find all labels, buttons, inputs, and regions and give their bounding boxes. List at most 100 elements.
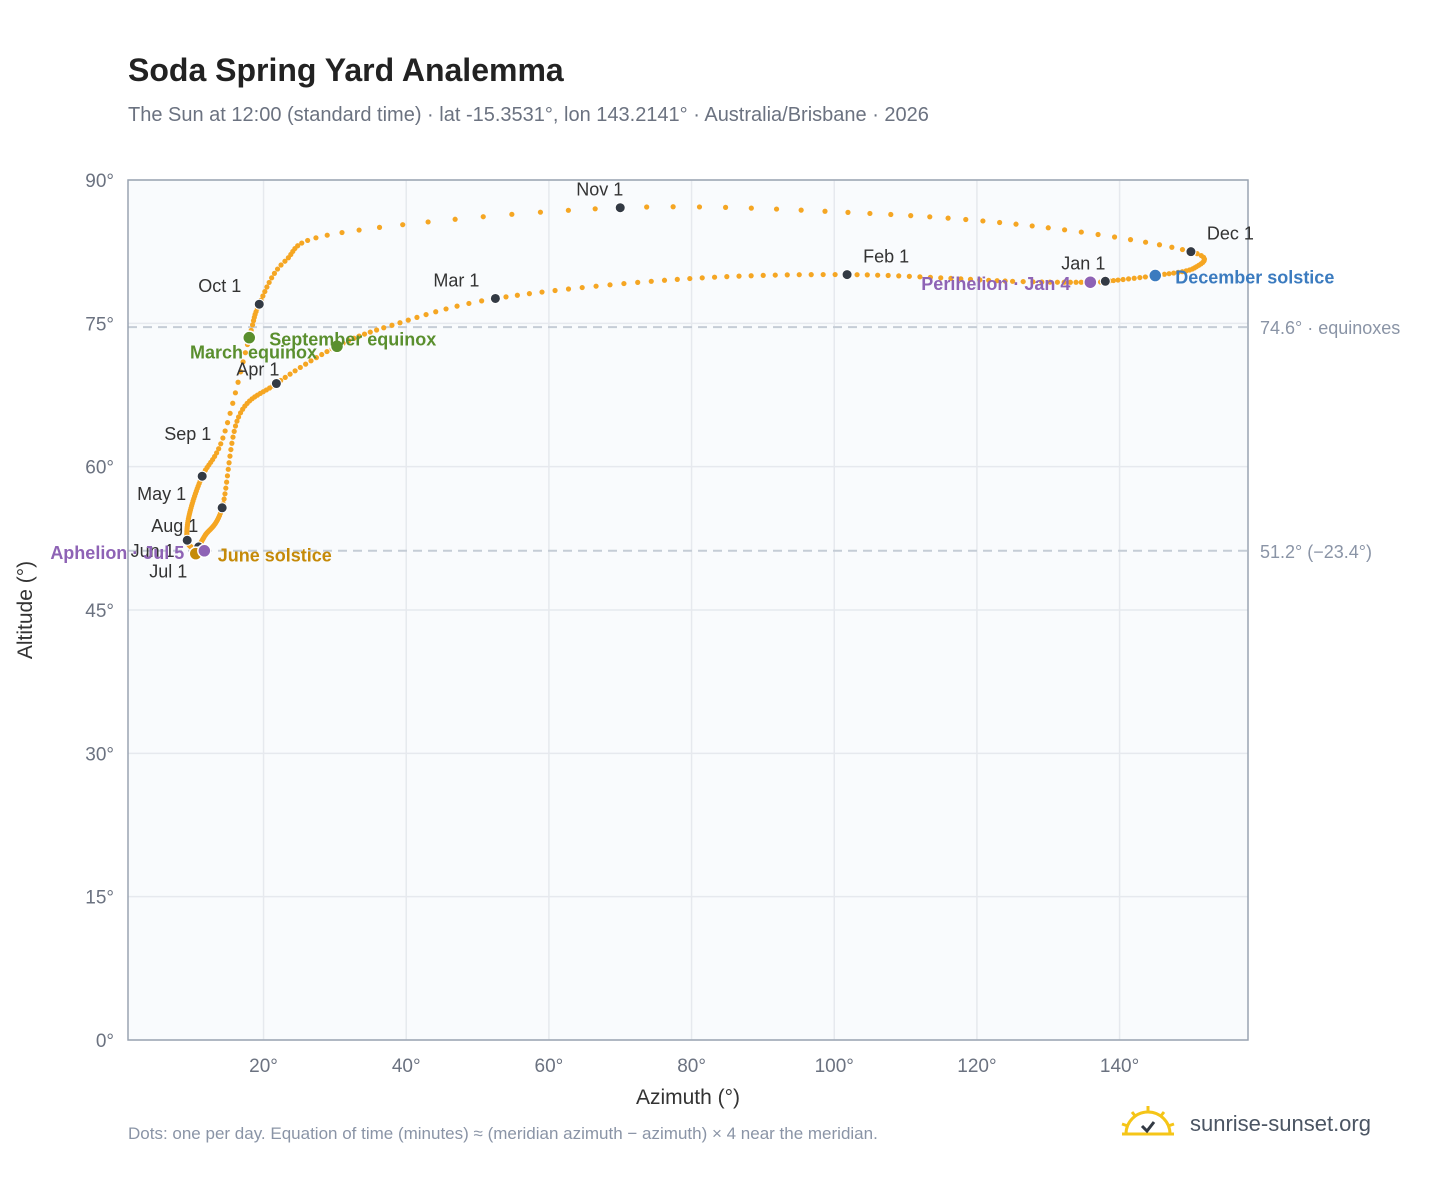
daily-dot: [223, 485, 229, 491]
y-tick-label: 45°: [85, 601, 114, 622]
daily-dot: [1045, 225, 1051, 231]
daily-dot: [864, 272, 870, 278]
event-label: June solstice: [218, 546, 332, 566]
daily-dot: [1161, 271, 1167, 277]
daily-dot: [262, 288, 268, 295]
daily-dot: [724, 274, 730, 280]
daily-dot: [986, 277, 992, 283]
month-label: Dec 1: [1207, 224, 1254, 244]
daily-dot: [240, 359, 246, 365]
daily-dot: [579, 284, 585, 291]
month-label: Jan 1: [1061, 253, 1105, 273]
daily-dot: [1169, 244, 1175, 250]
month-marker: [841, 269, 853, 281]
footnote: Dots: one per day. Equation of time (min…: [128, 1124, 878, 1143]
daily-dot: [784, 272, 790, 278]
daily-dot: [232, 423, 239, 429]
y-axis-ticks: 0° 15° 30° 45° 60° 75° 90°: [85, 171, 114, 1052]
daily-dot: [1127, 237, 1134, 243]
daily-dot: [397, 320, 403, 326]
daily-dot: [297, 364, 303, 371]
daily-dot: [324, 348, 330, 355]
daily-dot: [221, 496, 227, 502]
brand-text[interactable]: sunrise-sunset.org: [1190, 1111, 1371, 1136]
daily-dot: [1020, 278, 1026, 285]
month-label: Mar 1: [433, 270, 479, 290]
daily-dot: [466, 300, 472, 307]
daily-dot: [980, 218, 986, 224]
chart-subtitle: The Sun at 12:00 (standard time) · lat -…: [128, 104, 929, 126]
daily-dot: [1054, 279, 1061, 285]
daily-dot: [565, 286, 572, 292]
daily-dot: [249, 322, 256, 328]
daily-dot: [945, 215, 951, 221]
daily-dot: [454, 303, 460, 309]
daily-dot: [313, 235, 319, 241]
daily-dot: [443, 306, 449, 312]
daily-dot: [526, 291, 532, 297]
daily-dot: [593, 283, 599, 289]
daily-dot: [278, 262, 284, 268]
daily-dot: [295, 243, 301, 249]
x-axis-ticks: 20° 40° 60° 80° 100° 120° 140°: [249, 1056, 1139, 1077]
reference-lines: 74.6° · equinoxes 51.2° (−23.4°): [128, 318, 1400, 562]
daily-dot: [1115, 277, 1121, 283]
daily-dot: [433, 309, 439, 315]
daily-dot: [414, 314, 420, 320]
daily-dot: [313, 355, 319, 361]
daily-dot: [292, 368, 298, 374]
daily-dot: [875, 272, 881, 278]
daily-dot: [1171, 270, 1177, 276]
daily-dot: [927, 214, 933, 220]
daily-dot: [696, 204, 703, 210]
event-marker: [329, 339, 345, 354]
event-marker: [1083, 274, 1098, 290]
daily-dot: [1073, 279, 1079, 285]
brand[interactable]: sunrise-sunset.org: [1120, 1104, 1371, 1144]
month-marker: [614, 202, 626, 214]
daily-dot: [687, 275, 693, 282]
x-tick-label: 80°: [677, 1056, 706, 1077]
daily-dot: [216, 446, 222, 452]
event-label: March equinox: [190, 342, 317, 362]
daily-dot: [798, 207, 804, 213]
daily-dot: [537, 209, 544, 215]
daily-dot: [854, 272, 860, 278]
daily-dot: [242, 350, 248, 356]
daily-dot: [230, 400, 236, 406]
daily-dot: [1142, 239, 1149, 245]
y-tick-label: 30°: [85, 744, 114, 765]
daily-dot: [748, 205, 754, 211]
daily-dot: [908, 213, 914, 219]
month-label: Sep 1: [164, 424, 211, 444]
month-label: Oct 1: [198, 276, 241, 296]
daily-dot: [1110, 277, 1117, 284]
month-marker: [270, 378, 282, 390]
daily-dot: [994, 278, 1000, 284]
daily-dot: [425, 219, 431, 225]
daily-dot: [670, 204, 676, 210]
x-tick-label: 40°: [392, 1056, 421, 1077]
daily-dot: [269, 275, 275, 281]
daily-dot: [772, 272, 778, 278]
daily-dot: [1047, 279, 1053, 285]
daily-dot: [389, 322, 395, 328]
month-marker: [216, 502, 228, 514]
x-axis-label: Azimuth (°): [636, 1086, 740, 1109]
daily-dot: [1009, 278, 1016, 284]
reference-line-label: 74.6° · equinoxes: [1260, 318, 1400, 338]
daily-dot: [282, 374, 288, 380]
daily-dot: [224, 420, 231, 426]
daily-dot: [963, 216, 969, 223]
daily-dot: [1078, 229, 1084, 235]
x-tick-label: 60°: [535, 1056, 564, 1077]
daily-dot: [356, 333, 362, 339]
month-label: Nov 1: [576, 180, 623, 200]
daily-dot: [635, 279, 641, 285]
daily-dot: [218, 441, 224, 447]
daily-dot: [1002, 278, 1008, 284]
daily-dot: [1137, 274, 1143, 281]
daily-dot: [808, 272, 814, 278]
daily-dot: [1095, 231, 1101, 238]
